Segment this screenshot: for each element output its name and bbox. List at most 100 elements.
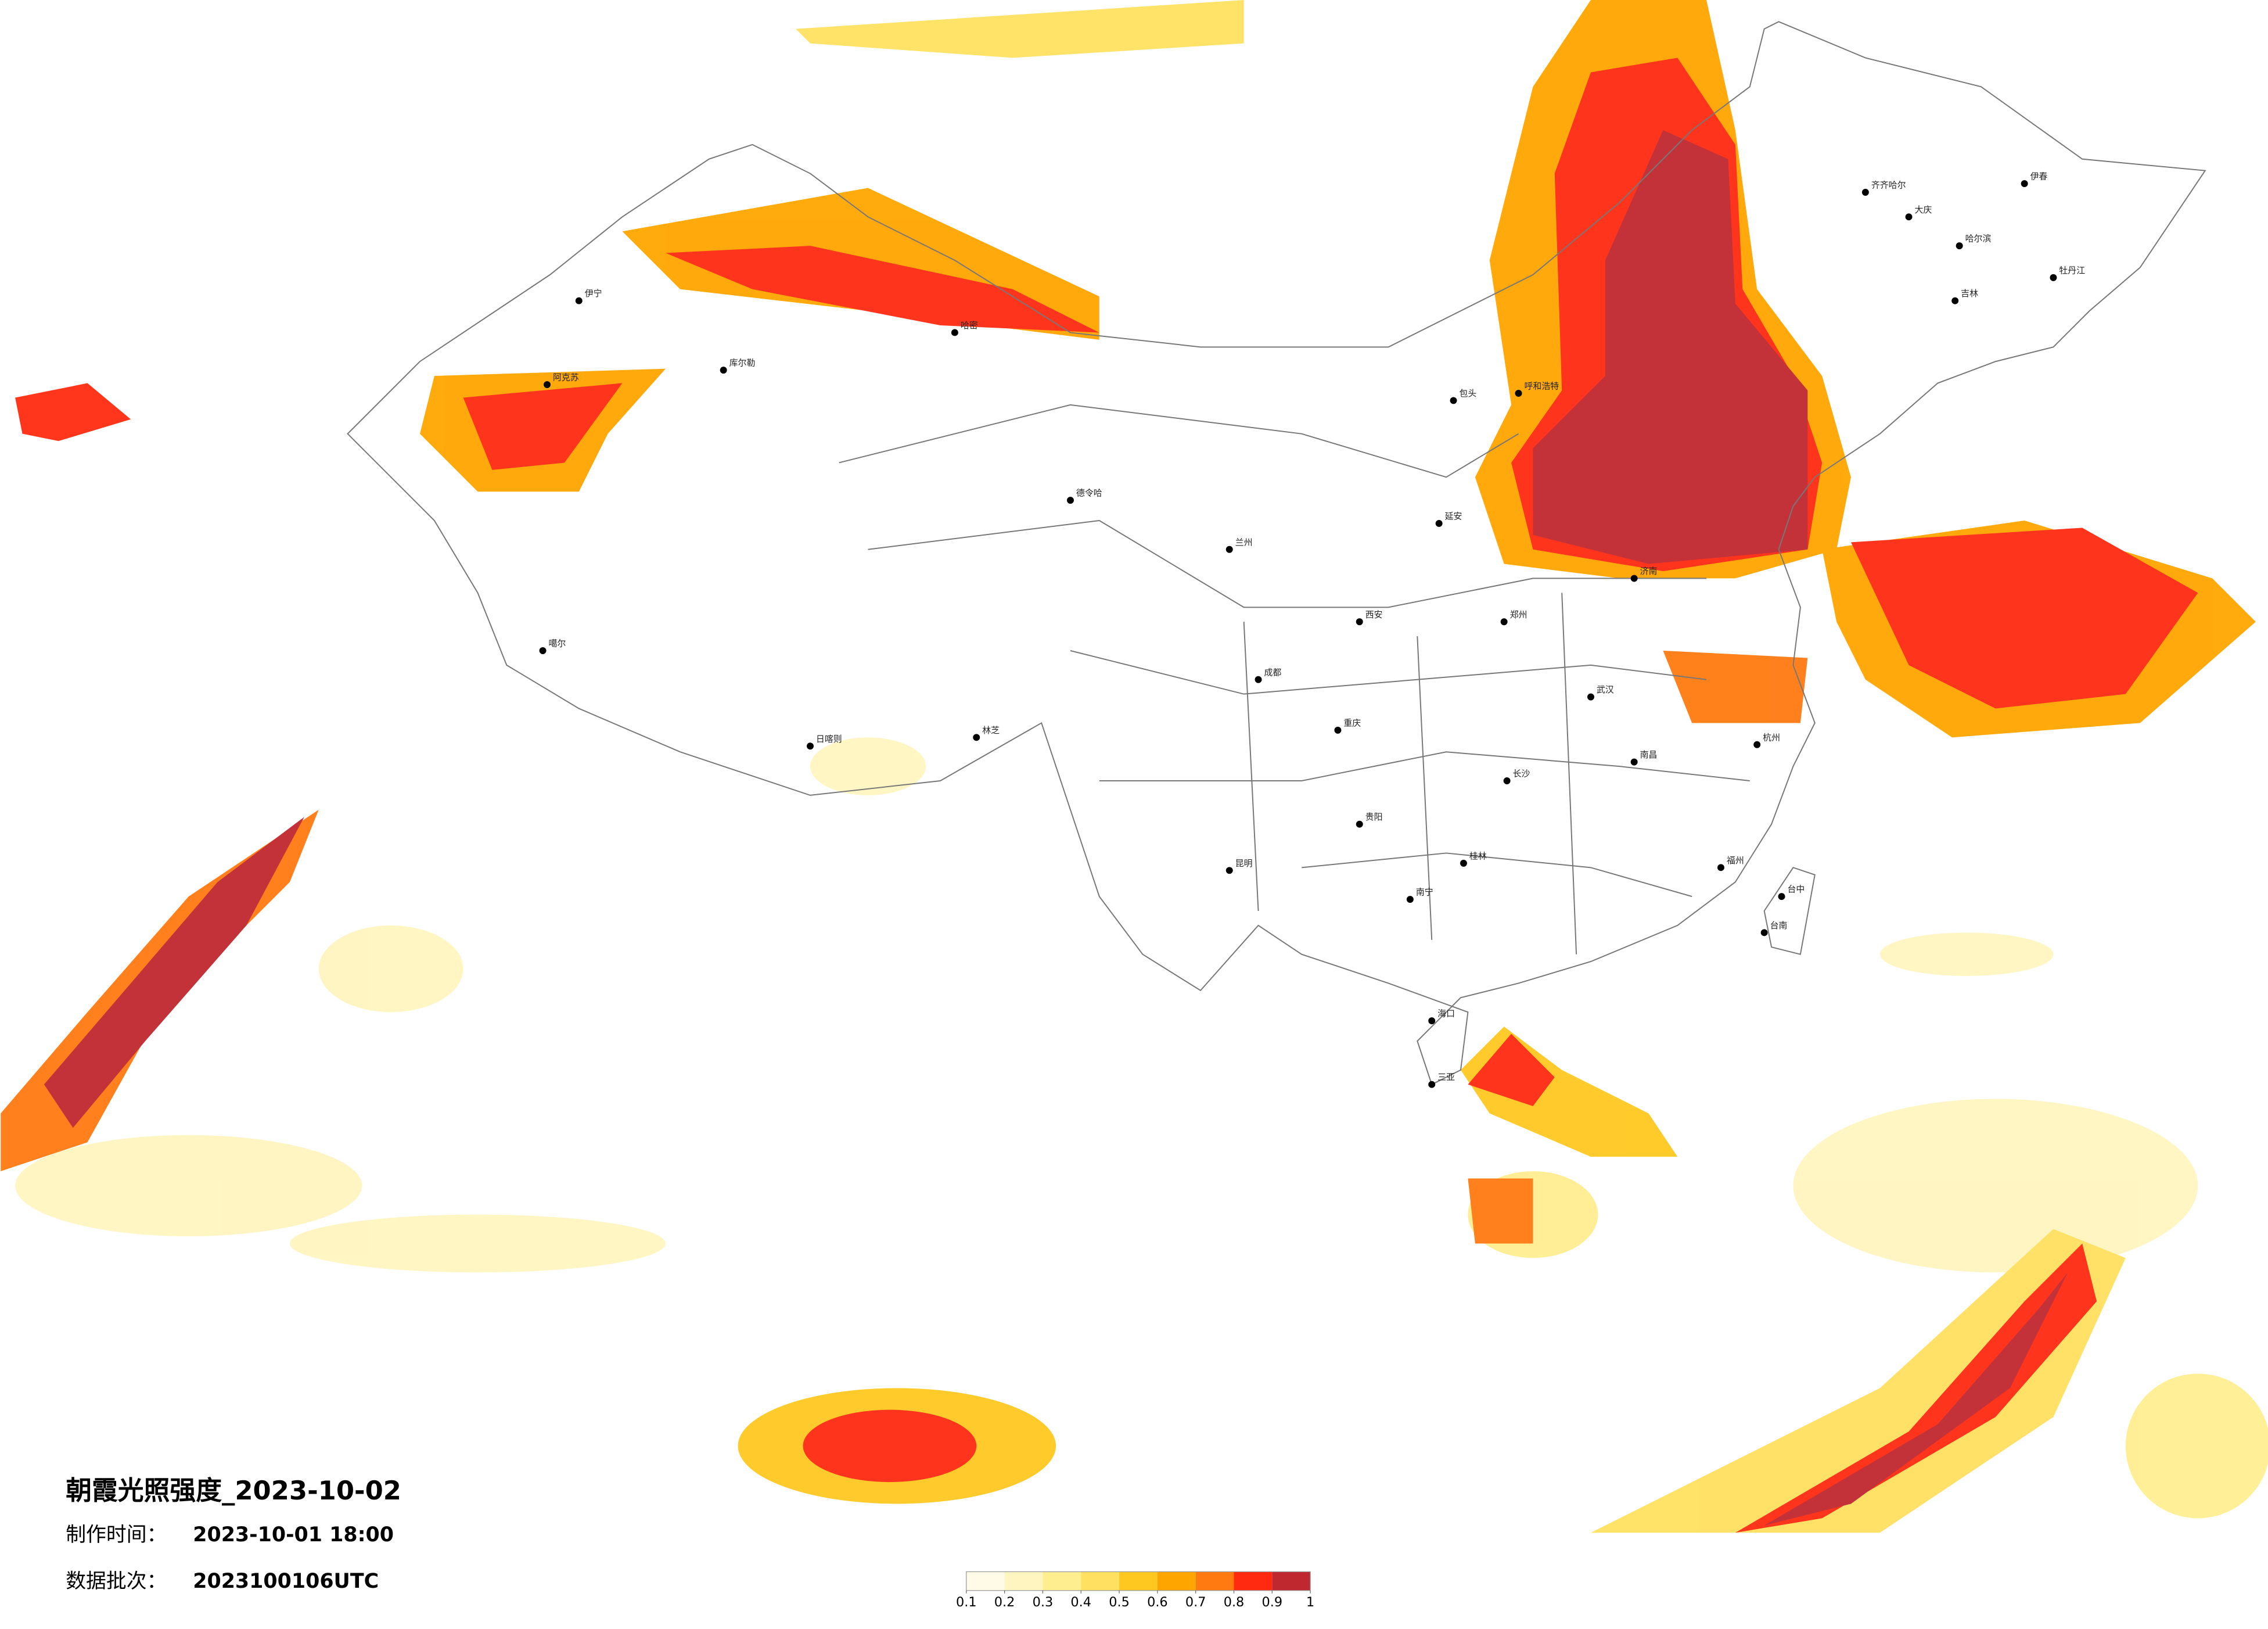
city-dot bbox=[1717, 864, 1724, 871]
city-dot bbox=[1428, 1081, 1436, 1088]
city-dot bbox=[1503, 777, 1511, 784]
batch-label: 数据批次： bbox=[66, 1570, 167, 1593]
field-patch bbox=[463, 383, 623, 470]
field-patch bbox=[1793, 1099, 2198, 1273]
legend-tick-label: 0.8 bbox=[1224, 1595, 1245, 1610]
city-label: 库尔勒 bbox=[729, 358, 756, 368]
field-patch bbox=[1850, 528, 2198, 709]
city-label: 西安 bbox=[1365, 609, 1383, 620]
city-dot bbox=[1225, 546, 1233, 553]
legend-swatch bbox=[1081, 1571, 1120, 1591]
field-patch bbox=[1533, 130, 1808, 564]
legend-swatch bbox=[1234, 1571, 1273, 1591]
city-label: 哈尔滨 bbox=[1965, 234, 1992, 244]
city-label: 长沙 bbox=[1513, 769, 1530, 779]
city-dot bbox=[1951, 297, 1959, 304]
legend-tick-label: 0.6 bbox=[1147, 1595, 1168, 1610]
city-label: 杭州 bbox=[1763, 732, 1780, 742]
field-patch bbox=[318, 925, 463, 1013]
city-dot bbox=[951, 329, 958, 336]
legend-swatch bbox=[1119, 1571, 1158, 1591]
city-dot bbox=[1460, 859, 1467, 867]
city-label: 德令哈 bbox=[1076, 488, 1102, 498]
field-patch bbox=[1590, 1229, 2126, 1533]
city-label: 林芝 bbox=[982, 725, 1000, 735]
field-patch bbox=[666, 246, 1099, 333]
city-label: 吉林 bbox=[1961, 288, 1978, 299]
city-label: 噶尔 bbox=[549, 638, 566, 649]
legend-tick-label: 0.7 bbox=[1185, 1595, 1206, 1610]
city-dot bbox=[1225, 867, 1233, 874]
city-label: 包头 bbox=[1460, 388, 1477, 399]
city-dot bbox=[1861, 189, 1869, 196]
city-label: 三亚 bbox=[1437, 1072, 1455, 1082]
city-label: 济南 bbox=[1640, 566, 1658, 576]
country-outline bbox=[347, 21, 2206, 1086]
legend-tick-label: 0.4 bbox=[1070, 1595, 1091, 1610]
city-dot bbox=[1450, 397, 1457, 404]
legend-tick-label: 0.5 bbox=[1109, 1595, 1130, 1610]
city-dot bbox=[973, 734, 980, 741]
legend-swatch bbox=[1004, 1571, 1043, 1591]
city-label: 武汉 bbox=[1597, 684, 1614, 695]
city-label: 齐齐哈尔 bbox=[1871, 180, 1906, 191]
field-patch bbox=[1735, 1243, 2097, 1533]
city-dot bbox=[807, 742, 814, 750]
city-label: 重庆 bbox=[1343, 717, 1361, 728]
city-dot bbox=[1334, 726, 1342, 734]
map-title: 朝霞光照强度_2023-10-02 bbox=[66, 1475, 401, 1506]
field-patch bbox=[2125, 1373, 2268, 1519]
field-patch bbox=[15, 383, 131, 442]
city-label: 海口 bbox=[1437, 1009, 1455, 1019]
city-dot bbox=[1255, 676, 1262, 683]
intensity-field bbox=[1, 0, 2268, 1533]
field-patch bbox=[803, 1409, 977, 1483]
batch: 2023100106UTC bbox=[193, 1570, 379, 1593]
legend-swatch bbox=[1272, 1571, 1311, 1591]
legend-tick-label: 0.9 bbox=[1262, 1595, 1283, 1610]
field-patch bbox=[1468, 1034, 1555, 1106]
city-label: 南昌 bbox=[1640, 749, 1658, 760]
made-time: 2023-10-01 18:00 bbox=[193, 1523, 394, 1547]
city-dot bbox=[720, 367, 727, 374]
city-label: 成都 bbox=[1264, 667, 1282, 677]
city-dot bbox=[1356, 618, 1363, 626]
legend-tick-label: 0.2 bbox=[994, 1595, 1015, 1610]
field-patch bbox=[1879, 932, 2054, 976]
city-label: 伊宁 bbox=[585, 288, 602, 299]
legend-swatch bbox=[1043, 1571, 1081, 1591]
city-label: 伊春 bbox=[2030, 171, 2048, 182]
field-patch bbox=[810, 737, 926, 795]
field-patch bbox=[796, 0, 1244, 58]
legend-swatch bbox=[1195, 1571, 1234, 1591]
city-dot bbox=[1760, 929, 1768, 937]
city-label: 兰州 bbox=[1235, 537, 1253, 547]
city-label: 台南 bbox=[1770, 920, 1788, 931]
field-patch bbox=[15, 1135, 362, 1236]
city-label: 郑州 bbox=[1510, 609, 1527, 620]
city-dot bbox=[1778, 893, 1785, 900]
city-dot bbox=[1905, 213, 1913, 221]
legend-frame bbox=[966, 1571, 1311, 1591]
taiwan-outline bbox=[1763, 867, 1816, 955]
city-dot bbox=[1956, 242, 1963, 250]
city-dot bbox=[1067, 497, 1074, 504]
city-label: 呼和浩特 bbox=[1525, 381, 1559, 392]
city-label: 牡丹江 bbox=[2059, 265, 2085, 275]
city-label: 延安 bbox=[1445, 511, 1462, 522]
legend-tick-label: 1 bbox=[1306, 1595, 1314, 1610]
city-dot bbox=[1630, 758, 1638, 766]
city-label: 桂林 bbox=[1469, 851, 1487, 861]
city-dot bbox=[544, 381, 551, 389]
city-label: 日喀则 bbox=[816, 734, 842, 744]
city-label: 南宁 bbox=[1416, 887, 1433, 898]
city-dot bbox=[2050, 274, 2057, 281]
city-dot bbox=[1587, 693, 1594, 701]
city-dot bbox=[1356, 820, 1363, 828]
city-dot bbox=[1500, 618, 1508, 626]
legend: 0.1 0.2 0.3 0.4 0.5 0.6 0.7 0.8 0.9 1 bbox=[956, 1571, 1314, 1610]
made-label: 制作时间： bbox=[66, 1523, 167, 1547]
